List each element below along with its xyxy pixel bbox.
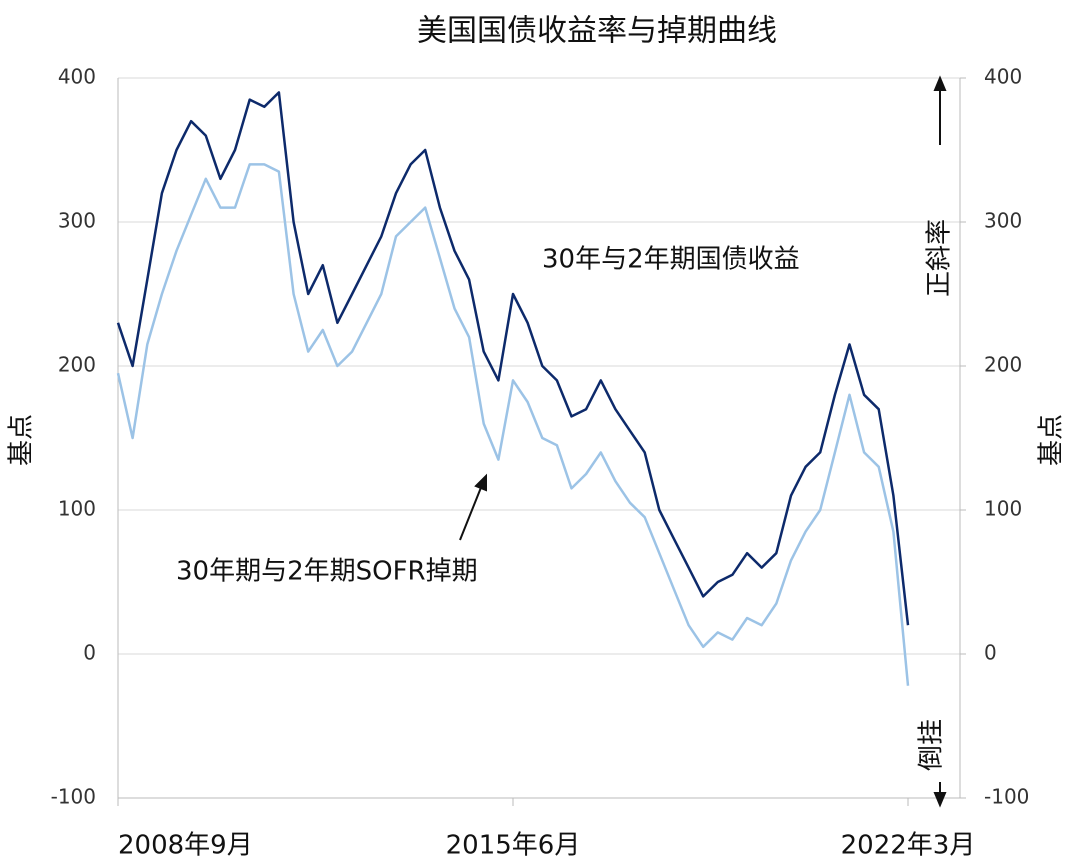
annotation: 倒挂 (917, 719, 947, 771)
y2-tick-label: 300 (984, 209, 1022, 233)
series-line (116, 163, 910, 686)
y-tick-label: -100 (51, 785, 96, 809)
annotation: 正斜率 (925, 219, 955, 297)
arrow-head (933, 75, 947, 91)
y-tick-label: 200 (58, 353, 96, 377)
y-axis-label: 基点 (7, 414, 37, 466)
y-tick-label: 0 (83, 641, 96, 665)
y-tick-label: 400 (58, 65, 96, 89)
y-tick-label: 300 (58, 209, 96, 233)
x-tick-label: 2008年9月 (118, 831, 253, 861)
series-label: 30年期与2年期SOFR掉期 (176, 557, 478, 587)
y2-axis-label: 基点 (1037, 414, 1067, 466)
chart-title: 美国国债收益率与掉期曲线 (417, 14, 777, 49)
y2-tick-label: 400 (984, 65, 1022, 89)
y-tick-label: 100 (58, 497, 96, 521)
series-label: 30年与2年期国债收益 (542, 245, 800, 275)
arrows (459, 75, 947, 808)
y2-tick-label: 0 (984, 641, 997, 665)
series-line (116, 91, 910, 626)
x-tick-label: 2022年3月 (841, 831, 976, 861)
x-tick-label: 2015年6月 (446, 831, 581, 861)
arrow-pointer (459, 484, 483, 541)
plot: -100 0 100 200 300 400 -100 0 100 200 300 400 2008年9… (51, 65, 1030, 861)
y2-tick-label: -100 (984, 785, 1029, 809)
arrow-head (474, 473, 487, 492)
arrow-head (933, 792, 947, 808)
y2-tick-label: 100 (984, 497, 1022, 521)
y2-tick-label: 200 (984, 353, 1022, 377)
